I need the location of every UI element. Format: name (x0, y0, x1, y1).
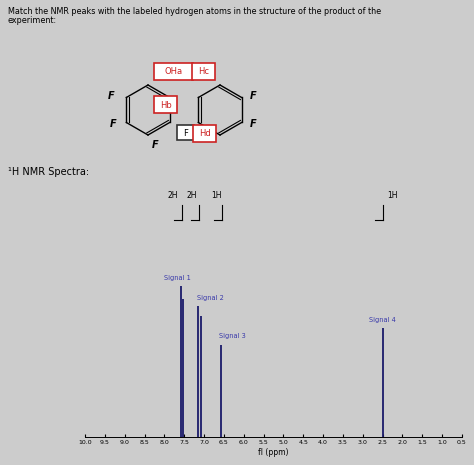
Text: Signal 4: Signal 4 (369, 317, 396, 323)
Text: Match the NMR peaks with the labeled hydrogen atoms in the structure of the prod: Match the NMR peaks with the labeled hyd… (8, 7, 381, 16)
Text: 2H: 2H (187, 191, 197, 200)
Text: F: F (250, 91, 256, 101)
Text: experiment:: experiment: (8, 16, 57, 25)
Text: Signal 1: Signal 1 (164, 275, 191, 280)
Text: 2H: 2H (168, 191, 178, 200)
Text: OHa: OHa (165, 67, 183, 77)
Text: F: F (183, 128, 189, 138)
FancyBboxPatch shape (155, 64, 193, 80)
Text: F: F (108, 91, 114, 101)
Text: Signal 2: Signal 2 (197, 295, 224, 301)
Text: Signal 3: Signal 3 (219, 333, 246, 339)
FancyBboxPatch shape (155, 97, 177, 113)
Text: F: F (152, 140, 159, 150)
Text: F: F (250, 119, 256, 129)
Text: Hd: Hd (199, 129, 211, 139)
Text: 1H: 1H (211, 191, 222, 200)
Text: Hb: Hb (160, 100, 172, 109)
Text: Hc: Hc (199, 67, 210, 77)
Text: F: F (109, 119, 116, 129)
Text: 1H: 1H (388, 191, 398, 200)
FancyBboxPatch shape (193, 126, 217, 142)
FancyBboxPatch shape (192, 64, 216, 80)
X-axis label: fl (ppm): fl (ppm) (258, 447, 289, 457)
FancyBboxPatch shape (177, 126, 194, 140)
Text: ¹H NMR Spectra:: ¹H NMR Spectra: (8, 167, 89, 177)
